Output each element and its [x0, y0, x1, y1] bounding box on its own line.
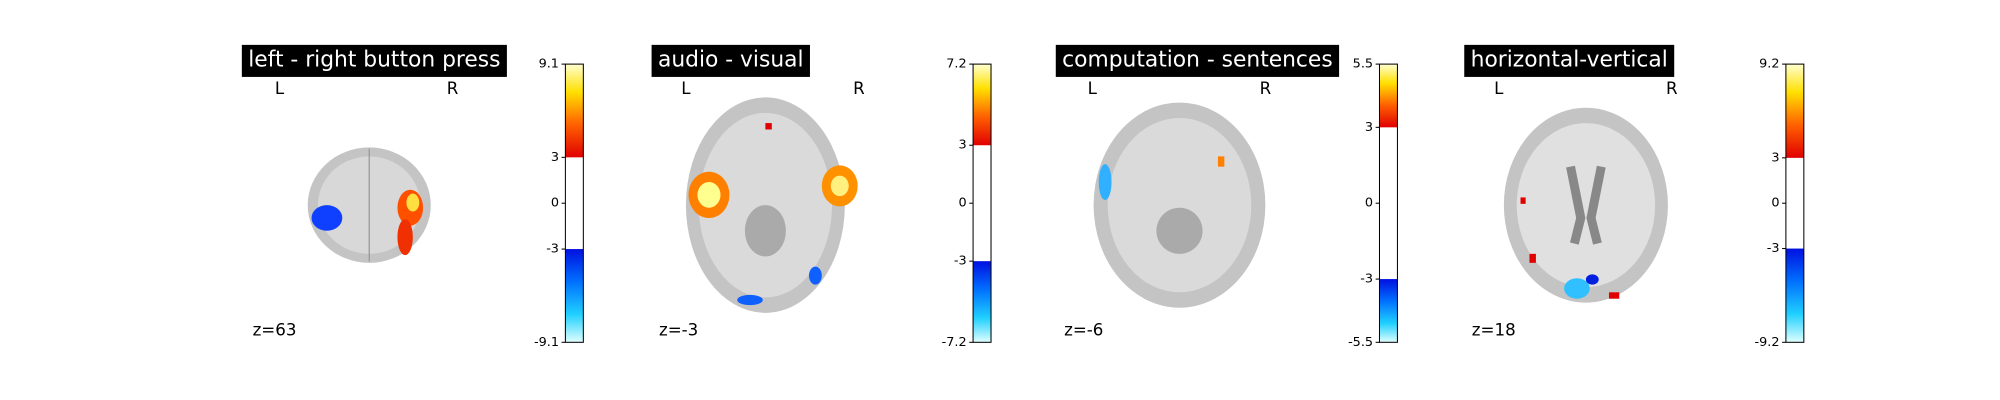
brain-slice: [1503, 107, 1668, 303]
brain-slice: [685, 97, 858, 313]
panel: computation - sentences L Rz=-6 -5.5 -3 0 3 5.5: [1055, 44, 1398, 350]
slice-label: z=63: [253, 320, 297, 339]
colorbar-tick-label: 0: [959, 196, 967, 211]
colorbar-hot: [565, 64, 584, 158]
left-label: L: [275, 79, 285, 98]
colorbar-tick-label: 7.2: [946, 57, 966, 72]
right-label: R: [853, 79, 865, 98]
colorbar-tick-label: 3: [1771, 150, 1779, 165]
colorbar-tick-label: 0: [1365, 196, 1373, 211]
brain-slice: [1093, 102, 1266, 308]
colorbar-tick-label: 0: [551, 196, 559, 211]
right-label: R: [1260, 79, 1272, 98]
panel-title: computation - sentences: [1062, 47, 1333, 72]
colorbar-frame: [564, 63, 584, 343]
colorbar-hot: [1785, 64, 1804, 158]
colorbar-tick-label: 0: [1771, 196, 1779, 211]
title-box: [1055, 44, 1340, 77]
left-label: L: [1494, 79, 1504, 98]
right-label: R: [447, 79, 459, 98]
brain-slices: [307, 97, 1668, 313]
colorbar-tick-label: -9.2: [1754, 335, 1779, 350]
title-box: [241, 44, 507, 77]
colorbar-tick-label: 9.1: [539, 57, 559, 72]
panel-title: horizontal-vertical: [1471, 47, 1668, 72]
colorbar-tick-label: 3: [959, 138, 967, 153]
colorbar-tick-label: -7.2: [942, 335, 967, 350]
colorbar-cold: [565, 249, 584, 343]
colorbar-tick-label: 5.5: [1353, 57, 1373, 72]
colorbar-cold: [1785, 248, 1804, 343]
panel: audio - visual L Rz=-3 -7.2 -3 0 3 7.2: [651, 44, 992, 350]
colorbar-cold: [973, 261, 992, 343]
slice-label: z=-3: [659, 320, 698, 339]
right-label: R: [1666, 79, 1678, 98]
left-label: L: [1088, 79, 1098, 98]
colorbar-tick-label: 3: [551, 150, 559, 165]
colorbar-tick-label: 3: [1365, 120, 1373, 135]
colorbar-tick-label: -5.5: [1348, 335, 1373, 350]
colorbar-tick-label: 9.2: [1759, 57, 1779, 72]
panel-title: audio - visual: [658, 47, 804, 72]
left-label: L: [681, 79, 691, 98]
colorbar-tick-label: -9.1: [534, 335, 559, 350]
title-box: [651, 44, 810, 77]
colorbar-tick-label: -3: [1360, 272, 1373, 287]
title-box: [1464, 44, 1675, 77]
slice-label: z=18: [1472, 320, 1516, 339]
panel: left - right button press L Rz=63 -9.1 -3 0 3 9…: [241, 44, 584, 350]
panel: horizontal-vertical L Rz=18 -9.2 -3 0 3 9.2: [1464, 44, 1805, 350]
colorbar-tick-label: -3: [954, 254, 967, 269]
slice-label: z=-6: [1064, 320, 1103, 339]
colorbar-hot: [973, 64, 992, 146]
colorbar-cold: [1379, 279, 1398, 343]
panel-title: left - right button press: [248, 47, 500, 72]
colorbar-tick-label: -3: [1767, 241, 1780, 256]
colorbar-tick-label: -3: [546, 242, 559, 257]
colorbar-hot: [1379, 64, 1398, 128]
brain-slice: [307, 147, 431, 263]
